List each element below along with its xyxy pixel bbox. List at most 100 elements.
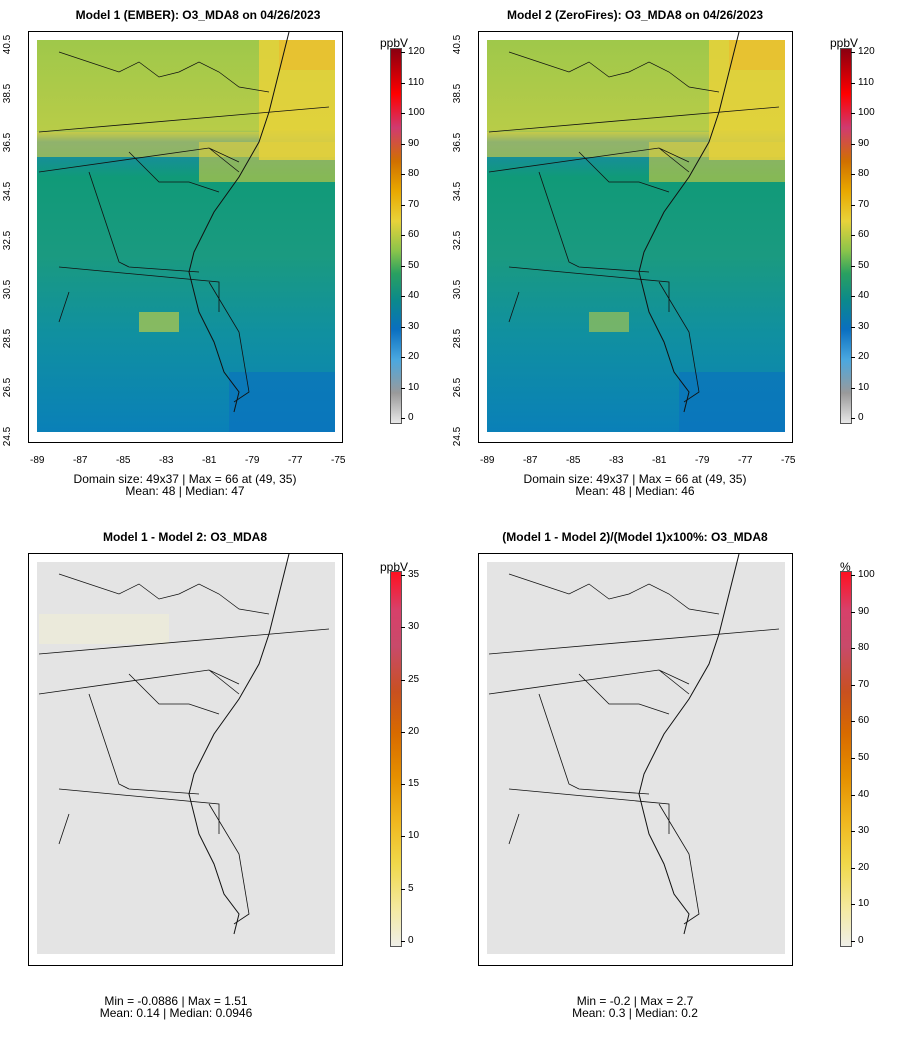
- colorbar-label: 40: [858, 290, 870, 301]
- colorbar-label: 25: [408, 673, 420, 685]
- colorbar-label: 50: [858, 752, 870, 763]
- colorbar-label: 30: [858, 320, 870, 332]
- colorbar: [390, 571, 402, 947]
- colorbar-label: 90: [858, 605, 870, 617]
- y-tick-label: 30.5: [452, 279, 464, 300]
- colorbar-tick: [851, 204, 855, 206]
- colorbar-unit: %: [840, 560, 851, 574]
- y-tick-label: 36.5: [2, 132, 14, 153]
- colorbar-label: 70: [408, 198, 420, 210]
- map-frame: [28, 553, 343, 966]
- colorbar-label: 120: [408, 46, 425, 57]
- colorbar-tick: [851, 648, 855, 650]
- y-tick-label: 34.5: [2, 181, 14, 202]
- map-model1: [37, 32, 335, 432]
- colorbar-tick: [401, 296, 405, 297]
- colorbar-label: 70: [858, 678, 870, 690]
- colorbar-tick: [401, 575, 405, 576]
- colorbar-tick: [401, 143, 405, 145]
- colorbar-label: 0: [858, 412, 864, 423]
- colorbar-label: 50: [408, 259, 420, 271]
- colorbar-tick: [851, 721, 855, 723]
- colorbar-tick: [401, 52, 405, 53]
- colorbar-tick: [401, 627, 405, 629]
- x-tick-label: -87: [73, 455, 88, 466]
- colorbar-tick: [851, 235, 855, 236]
- colorbar-label: 110: [858, 76, 874, 88]
- colorbar-tick: [851, 867, 855, 869]
- y-tick-label: 28.5: [452, 328, 464, 349]
- colorbar-tick: [851, 575, 855, 576]
- colorbar-tick: [851, 143, 855, 145]
- colorbar-label: 50: [858, 259, 870, 271]
- colorbar-tick: [851, 326, 855, 328]
- colorbar-tick: [401, 836, 405, 838]
- colorbar-unit: ppbV: [380, 36, 409, 50]
- stats-line-2: Mean: 48 | Median: 47: [125, 484, 245, 498]
- y-tick-label: 30.5: [2, 279, 14, 300]
- colorbar-tick: [401, 204, 405, 206]
- colorbar-tick: [851, 82, 855, 84]
- y-tick-label: 28.5: [2, 328, 14, 349]
- colorbar-tick: [401, 941, 405, 942]
- x-tick-label: -85: [116, 455, 131, 466]
- colorbar-tick: [401, 82, 405, 84]
- colorbar-tick: [851, 357, 855, 358]
- colorbar-label: 0: [408, 412, 414, 423]
- stats-line-1: Min = -0.0886 | Max = 1.51: [104, 994, 248, 1008]
- colorbar-tick: [851, 831, 855, 833]
- x-tick-label: -75: [331, 455, 346, 466]
- x-tick-label: -89: [30, 455, 45, 466]
- y-tick-label: 26.5: [2, 377, 14, 398]
- y-tick-label: 40.5: [2, 34, 14, 55]
- x-tick-label: -81: [202, 455, 217, 466]
- colorbar-label: 40: [858, 788, 870, 800]
- y-tick-label: 24.5: [2, 426, 14, 447]
- colorbar-label: 10: [858, 381, 870, 393]
- colorbar-tick: [401, 784, 405, 786]
- colorbar-tick: [401, 731, 405, 733]
- colorbar-label: 30: [408, 320, 420, 332]
- colorbar-label: 10: [408, 381, 420, 393]
- colorbar-tick: [851, 758, 855, 759]
- y-tick-label: 26.5: [452, 377, 464, 398]
- x-tick-label: -75: [781, 455, 796, 466]
- stats-line-1: Min = -0.2 | Max = 2.7: [576, 994, 694, 1008]
- colorbar-label: 30: [858, 825, 870, 837]
- colorbar-label: 0: [858, 935, 864, 946]
- map-frame: [28, 31, 343, 443]
- colorbar-label: 60: [858, 715, 870, 727]
- panel-title: (Model 1 - Model 2)/(Model 1)x100%: O3_M…: [502, 530, 768, 544]
- x-tick-label: -77: [288, 455, 303, 466]
- x-tick-label: -89: [480, 455, 495, 466]
- y-tick-label: 32.5: [2, 230, 14, 251]
- colorbar-label: 100: [408, 107, 425, 118]
- x-tick-label: -85: [566, 455, 581, 466]
- colorbar-label: 120: [858, 46, 875, 57]
- colorbar-tick: [401, 888, 405, 890]
- colorbar-label: 40: [408, 290, 420, 301]
- colorbar: [840, 48, 852, 424]
- x-tick-label: -81: [652, 455, 667, 466]
- y-tick-label: 40.5: [452, 34, 464, 55]
- y-tick-label: 24.5: [452, 426, 464, 447]
- x-tick-label: -77: [738, 455, 753, 466]
- colorbar-label: 0: [408, 935, 414, 946]
- colorbar-label: 60: [858, 229, 870, 240]
- colorbar-tick: [401, 679, 405, 681]
- panel-title: Model 1 - Model 2: O3_MDA8: [102, 530, 268, 544]
- colorbar-tick: [401, 235, 405, 236]
- colorbar-label: 70: [858, 198, 870, 210]
- colorbar-tick: [401, 174, 405, 175]
- colorbar-label: 30: [408, 621, 420, 633]
- colorbar-label: 90: [858, 137, 870, 149]
- y-tick-label: 38.5: [452, 83, 464, 104]
- panel-title: Model 2 (ZeroFires): O3_MDA8 on 04/26/20…: [506, 8, 764, 22]
- colorbar-label: 100: [858, 569, 875, 580]
- colorbar-tick: [401, 418, 405, 419]
- colorbar-tick: [851, 794, 855, 796]
- y-tick-label: 34.5: [452, 181, 464, 202]
- stats-line-2: Mean: 0.14 | Median: 0.0946: [99, 1006, 253, 1020]
- colorbar-label: 10: [858, 898, 870, 910]
- colorbar: [840, 571, 852, 947]
